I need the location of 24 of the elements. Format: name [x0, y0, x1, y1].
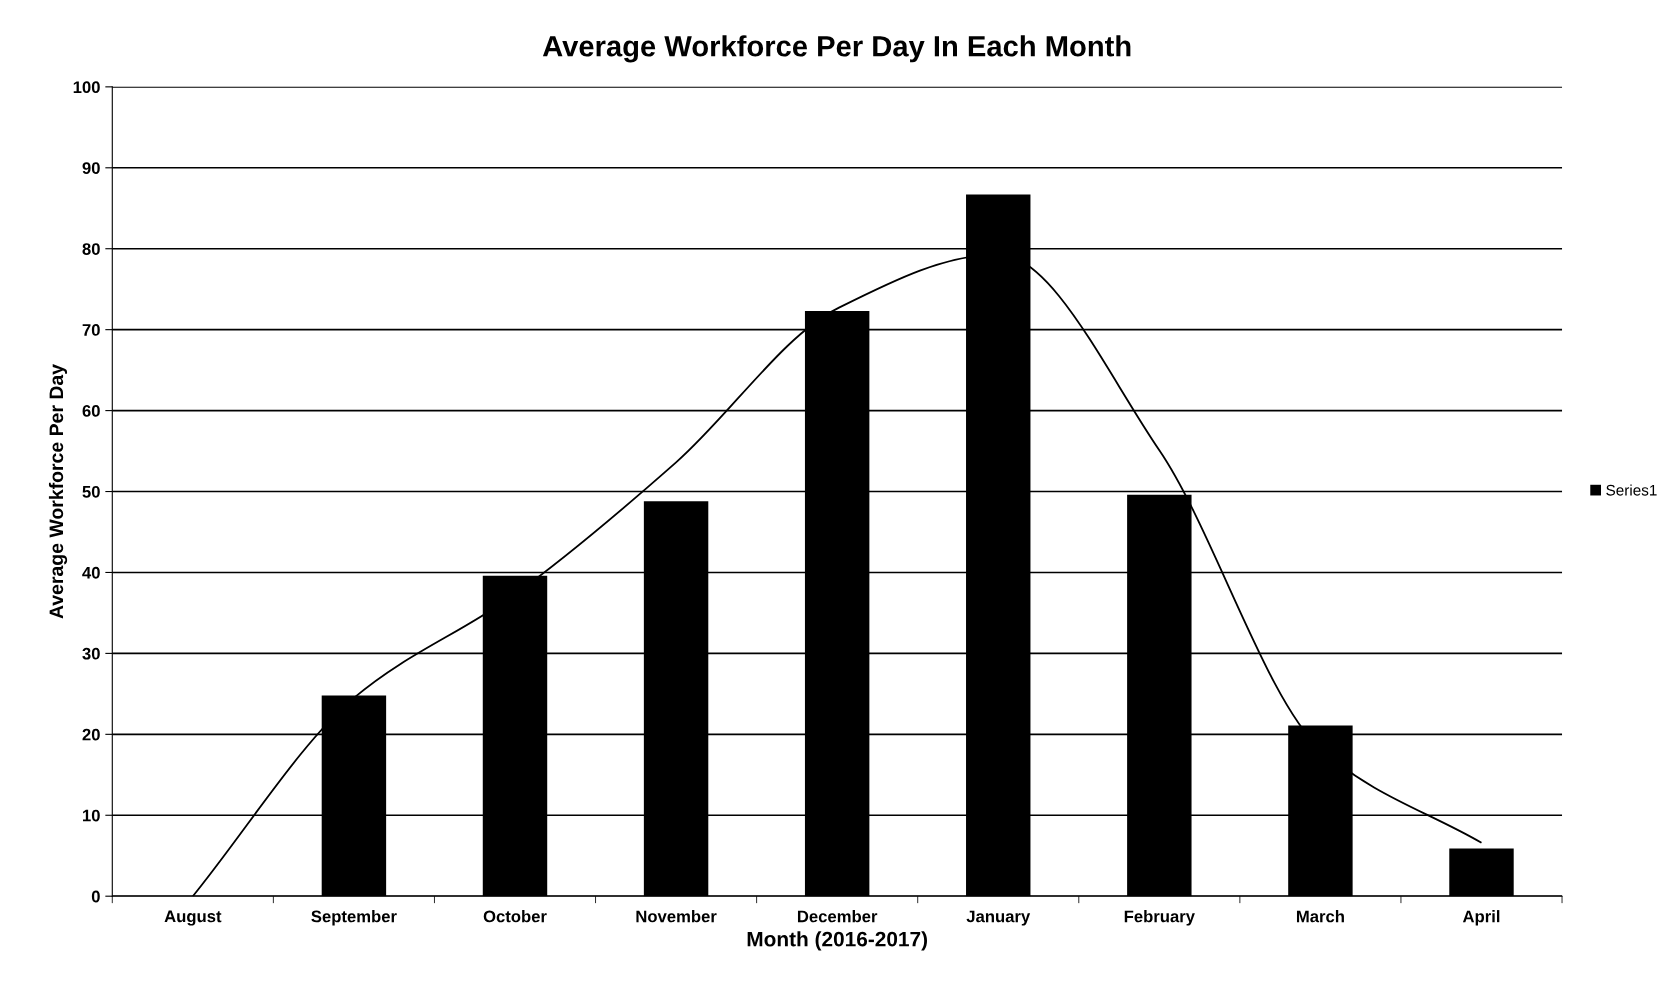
y-tick-label: 50 [82, 485, 100, 498]
x-tick-label: December [797, 910, 878, 923]
x-tick-label: March [1296, 910, 1344, 923]
chart-title: Average Workforce Per Day In Each Month [542, 35, 1131, 63]
x-tick-label: September [311, 910, 397, 926]
y-tick-label: 70 [82, 324, 100, 336]
y-tick-label: 0 [91, 890, 100, 903]
x-tick-label: January [966, 910, 1031, 926]
y-tick-label: 30 [82, 647, 100, 660]
x-tick-label: April [1462, 910, 1500, 926]
y-tick-label: 20 [82, 728, 100, 741]
y-tick-label: 90 [82, 162, 100, 174]
x-tick-label: February [1124, 910, 1195, 926]
y-tick-label: 80 [82, 243, 100, 255]
x-tick-label: October [483, 910, 547, 923]
x-axis-title: Month (2016-2017) [747, 931, 928, 951]
y-tick-label: 100 [73, 81, 100, 94]
legend-label: Series1 [1606, 484, 1657, 496]
y-tick-label: 60 [82, 404, 100, 417]
x-tick-label: August [164, 910, 222, 926]
y-axis-title: Average Workforce Per Day [48, 364, 68, 619]
x-tick-label: November [636, 910, 717, 923]
y-tick-label: 10 [83, 809, 100, 822]
y-tick-label: 40 [82, 566, 100, 579]
